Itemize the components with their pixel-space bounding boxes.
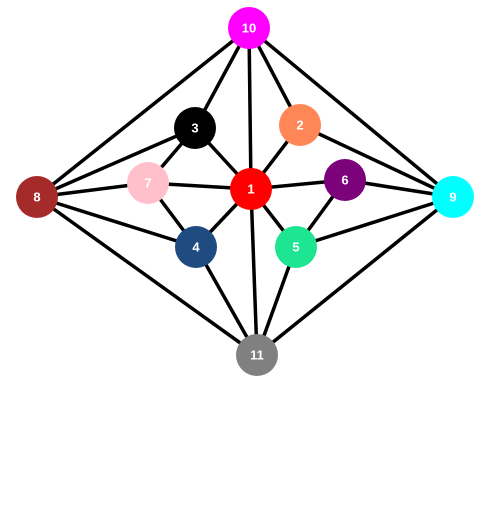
node-circle-8: [16, 176, 58, 218]
node-circle-4: [175, 226, 217, 268]
node-6: 6: [324, 159, 366, 201]
edge-3-8: [35, 126, 197, 199]
edge-8-11: [35, 195, 259, 357]
node-circle-1: [230, 168, 272, 210]
node-label-4: 4: [192, 240, 200, 255]
node-circle-5: [275, 226, 317, 268]
node-9: 9: [432, 176, 474, 218]
node-circle-11: [236, 334, 278, 376]
node-label-9: 9: [449, 190, 456, 205]
edge-9-11: [255, 195, 455, 357]
node-label-11: 11: [250, 348, 264, 363]
node-label-8: 8: [33, 190, 40, 205]
node-label-7: 7: [144, 176, 151, 191]
node-5: 5: [275, 226, 317, 268]
node-7: 7: [127, 162, 169, 204]
node-11: 11: [236, 334, 278, 376]
node-3: 3: [174, 107, 216, 149]
node-label-1: 1: [247, 182, 254, 197]
node-label-2: 2: [296, 118, 303, 133]
node-circle-7: [127, 162, 169, 204]
nodes-layer: 1 2 3 4 5 6 7 8 9 10 11: [16, 7, 474, 376]
node-8: 8: [16, 176, 58, 218]
node-circle-6: [324, 159, 366, 201]
node-label-3: 3: [191, 121, 198, 136]
edge-8-4: [35, 195, 198, 249]
node-circle-10: [228, 7, 270, 49]
node-1: 1: [230, 168, 272, 210]
node-label-10: 10: [242, 21, 256, 36]
edge-10-1: [247, 26, 253, 191]
node-circle-3: [174, 107, 216, 149]
node-10: 10: [228, 7, 270, 49]
edge-1-11: [249, 187, 259, 357]
node-label-5: 5: [292, 240, 299, 255]
edge-10-8: [35, 26, 251, 199]
node-circle-2: [279, 104, 321, 146]
node-2: 2: [279, 104, 321, 146]
edge-2-9: [298, 123, 455, 199]
edge-9-5: [294, 195, 455, 249]
node-circle-9: [432, 176, 474, 218]
node-4: 4: [175, 226, 217, 268]
node-label-6: 6: [341, 173, 348, 188]
edge-10-9: [247, 26, 455, 199]
